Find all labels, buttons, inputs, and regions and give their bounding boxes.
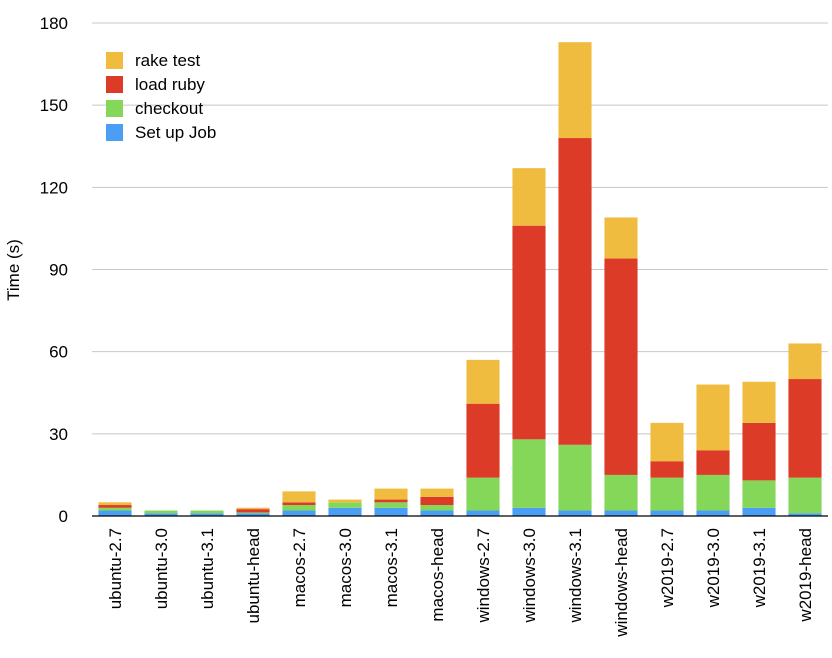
axes: 0 30 60 90 120 150 180 ubuntu-2.7 ubuntu-3.0 ubun… (40, 14, 828, 638)
bar-segment (466, 510, 500, 516)
bar-segment (558, 138, 592, 445)
x-tick-label: ubuntu-head (244, 528, 263, 623)
bar-segment (328, 502, 362, 508)
x-tick-label: windows-head (612, 528, 631, 638)
bar-segment (696, 450, 730, 475)
y-tick-label: 60 (49, 343, 68, 362)
bar-segment (98, 505, 132, 508)
bar-segment (742, 480, 776, 508)
bar-segment (512, 168, 546, 226)
bar-segment (512, 225, 546, 440)
bar-segment (788, 513, 822, 516)
x-tick-label: macos-2.7 (290, 528, 309, 607)
y-tick-label: 120 (40, 178, 68, 197)
bar-segment (328, 499, 362, 503)
bar-segment (742, 507, 776, 516)
bar-segment (512, 439, 546, 508)
legend-swatch (106, 76, 123, 93)
bar-segment (604, 510, 638, 516)
bar-segment (190, 510, 224, 514)
x-tick-label: windows-3.0 (520, 528, 539, 624)
bar-segment (98, 510, 132, 516)
bar-segment (190, 513, 224, 516)
x-tick-label: w2019-3.0 (704, 528, 723, 608)
legend-label: load ruby (135, 75, 205, 94)
bar-segment (236, 512, 270, 514)
x-tick-label: w2019-2.7 (658, 528, 677, 608)
bar-segment (558, 42, 592, 139)
bar-segment (236, 513, 270, 516)
legend-label: rake test (135, 51, 200, 70)
bar-segment (282, 505, 316, 511)
legend-label: Set up Job (135, 123, 216, 142)
bar-segment (236, 507, 270, 510)
bar-segment (374, 507, 408, 516)
x-tick-label: windows-3.1 (566, 528, 585, 624)
bar-segment (558, 510, 592, 516)
bar-segment (466, 477, 500, 511)
bar-segment (696, 384, 730, 451)
bar-segment (282, 502, 316, 506)
bar-segment (374, 499, 408, 503)
bar-segment (144, 510, 178, 514)
bar-segment (420, 496, 454, 506)
bar-segment (604, 474, 638, 511)
x-tick-label: macos-head (428, 528, 447, 622)
x-tick-label: macos-3.1 (382, 528, 401, 607)
bar-segment (466, 359, 500, 404)
y-tick-label: 30 (49, 425, 68, 444)
bar-segment (650, 461, 684, 478)
bar-segment (512, 507, 546, 516)
bar-segment (604, 217, 638, 259)
bar-segment (788, 477, 822, 514)
bar-segment (282, 491, 316, 503)
bar-segment (696, 510, 730, 516)
bar-segment (742, 381, 776, 423)
x-tick-label: macos-3.0 (336, 528, 355, 607)
bar-segment (236, 509, 270, 513)
bar-segment (696, 474, 730, 511)
bar-segment (374, 502, 408, 508)
y-tick-label: 150 (40, 96, 68, 115)
bar-segment (650, 510, 684, 516)
x-tick-label: w2019-head (796, 528, 815, 623)
bar-segment (788, 379, 822, 478)
bar-segment (788, 343, 822, 380)
bar-segment (374, 488, 408, 500)
bar-segment (742, 422, 776, 481)
bar-segment (420, 505, 454, 511)
y-tick-label: 90 (49, 261, 68, 280)
x-tick-label: ubuntu-2.7 (106, 528, 125, 609)
x-tick-label: ubuntu-3.1 (198, 528, 217, 609)
bar-segment (420, 510, 454, 516)
bar-segment (650, 422, 684, 462)
bar-segment (328, 507, 362, 516)
bar-segment (420, 488, 454, 497)
x-tick-label: ubuntu-3.0 (152, 528, 171, 609)
bar-segment (98, 507, 132, 511)
bar-segment (98, 502, 132, 506)
y-tick-label: 0 (59, 507, 68, 526)
legend-swatch (106, 124, 123, 141)
bars (98, 42, 822, 516)
bar-segment (558, 444, 592, 511)
x-tick-label: w2019-3.1 (750, 528, 769, 608)
bar-segment (604, 258, 638, 475)
x-tick-label: windows-2.7 (474, 528, 493, 624)
bar-segment (650, 477, 684, 511)
y-tick-label: 180 (40, 14, 68, 33)
bar-segment (282, 510, 316, 516)
legend: rake test load ruby checkout Set up Job (106, 51, 216, 142)
legend-label: checkout (135, 99, 203, 118)
y-axis-title: Time (s) (4, 239, 23, 301)
legend-swatch (106, 100, 123, 117)
bar-segment (466, 403, 500, 478)
legend-swatch (106, 52, 123, 69)
bar-segment (144, 513, 178, 516)
